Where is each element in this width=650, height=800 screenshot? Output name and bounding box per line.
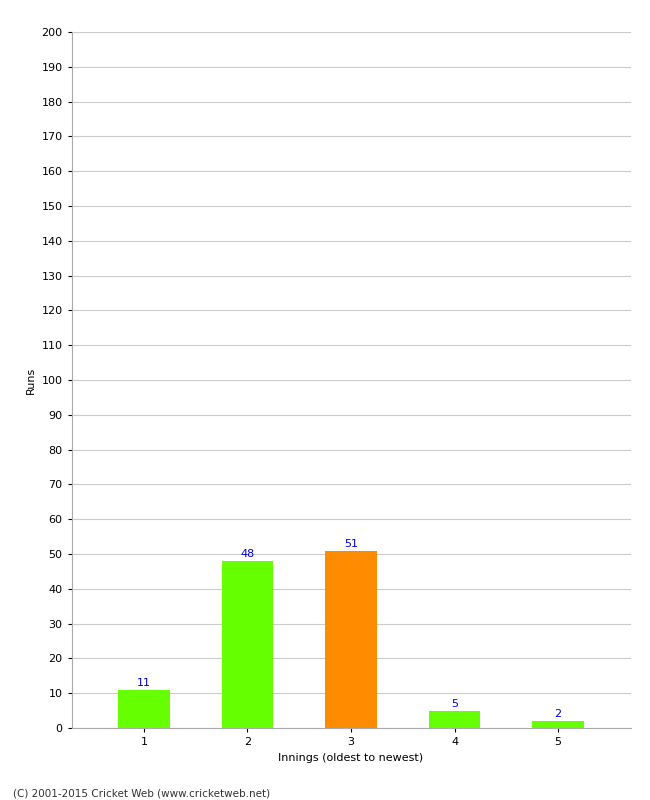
Text: 5: 5 (451, 699, 458, 709)
Bar (118, 690, 170, 728)
Text: 51: 51 (344, 538, 358, 549)
Text: 2: 2 (554, 710, 562, 719)
X-axis label: Innings (oldest to newest): Innings (oldest to newest) (278, 753, 424, 762)
Bar (532, 721, 584, 728)
Text: 11: 11 (137, 678, 151, 688)
Bar (428, 710, 480, 728)
Text: 48: 48 (240, 550, 255, 559)
Bar (222, 561, 274, 728)
Y-axis label: Runs: Runs (26, 366, 36, 394)
Text: (C) 2001-2015 Cricket Web (www.cricketweb.net): (C) 2001-2015 Cricket Web (www.cricketwe… (13, 788, 270, 798)
Bar (325, 550, 377, 728)
